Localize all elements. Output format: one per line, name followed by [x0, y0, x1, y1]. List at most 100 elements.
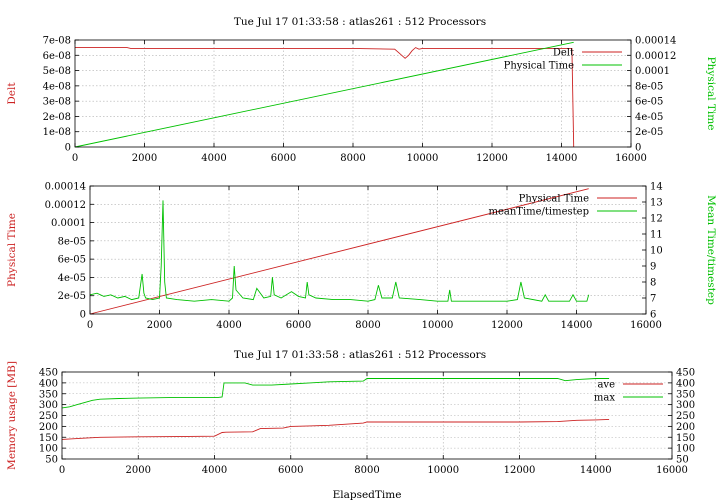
chart-panel-memory-usage: 0 2000 4000 6000 8000 10000 12000 14000 16000501… [6, 349, 695, 501]
y2-tick-label: 9 [650, 262, 656, 273]
x-tick-label: 8000 [355, 320, 380, 331]
x-tick-label: 6000 [271, 153, 296, 164]
x-tick-label: 14000 [580, 465, 612, 476]
y-tick-label: 3e-08 [43, 97, 71, 108]
series-line-max [61, 378, 610, 409]
legend-label: Delt [553, 48, 574, 59]
y-tick-label: 450 [39, 368, 58, 379]
y-tick-label: 7e-08 [43, 36, 71, 47]
series-line-physical-time [74, 41, 574, 148]
y-tick-label: 2e-05 [58, 291, 86, 302]
y-tick-label: 8e-05 [58, 236, 86, 247]
y-tick-label: 5e-08 [43, 66, 71, 77]
chart-title: Tue Jul 17 01:33:58 : atlas261 : 512 Pro… [234, 349, 486, 361]
y-tick-label: 1e-08 [43, 127, 71, 138]
series-line-meantime-timestep [89, 200, 590, 302]
x-tick-label: 0 [72, 153, 78, 164]
y2-tick-label: 8 [650, 278, 656, 289]
y2-tick-label: 150 [676, 433, 695, 444]
legend-label: meanTime/timestep [488, 207, 589, 218]
y-tick-label: 6e-08 [43, 51, 71, 62]
y-tick-label: 4e-05 [58, 273, 86, 284]
x-tick-label: 4000 [216, 320, 241, 331]
x-tick-label: 8000 [354, 465, 379, 476]
x-tick-label: 12000 [504, 465, 536, 476]
legend-label: ave [597, 380, 615, 391]
y2-tick-label: 6 [650, 310, 656, 321]
y2-tick-label: 100 [676, 444, 695, 455]
y-tick-label: 2e-08 [43, 112, 71, 123]
x-axis-label: ElapsedTime [333, 489, 402, 501]
y2-tick-label: 12 [650, 214, 663, 225]
y2-tick-label: 250 [676, 411, 695, 422]
x-tick-label: 12000 [476, 153, 508, 164]
y2-tick-label: 7 [650, 294, 656, 305]
y2-tick-label: 6e-05 [635, 97, 663, 108]
y2-tick-label: 50 [676, 455, 689, 466]
y2-axis-label: Mean Time/timestep [705, 195, 717, 305]
y2-axis-label: Physical Time [705, 57, 717, 131]
chart-title: Tue Jul 17 01:33:58 : atlas261 : 512 Pro… [234, 16, 486, 28]
x-tick-label: 4000 [202, 465, 227, 476]
y-axis-label: Physical Time [6, 213, 18, 287]
y-tick-label: 100 [39, 444, 58, 455]
y2-tick-label: 200 [676, 422, 695, 433]
y-tick-label: 0 [65, 143, 71, 154]
y2-tick-label: 0.00014 [635, 36, 676, 47]
plot-frame [74, 39, 632, 148]
chart-panel-delt-physical-time: 0 2000 4000 6000 8000 10000 12000 14000 1600001e… [6, 16, 717, 164]
x-tick-label: 0 [87, 320, 93, 331]
y-tick-label: 200 [39, 422, 58, 433]
y-axis-label: Memory usage [MB] [6, 361, 18, 470]
x-tick-label: 16000 [615, 153, 647, 164]
series-line-delt [75, 47, 575, 148]
y2-tick-label: 350 [676, 389, 695, 400]
x-tick-label: 10000 [407, 153, 439, 164]
y-tick-label: 4e-08 [43, 81, 71, 92]
x-tick-label: 12000 [491, 320, 523, 331]
y-tick-label: 0.00012 [45, 200, 86, 211]
y-tick-label: 6e-05 [58, 255, 86, 266]
y-tick-label: 400 [39, 378, 58, 389]
series-line-ave [61, 418, 610, 440]
y2-tick-label: 4e-05 [635, 112, 663, 123]
x-tick-label: 6000 [278, 465, 303, 476]
x-tick-label: 2000 [126, 465, 151, 476]
x-tick-label: 8000 [340, 153, 365, 164]
y2-tick-label: 11 [650, 230, 663, 241]
x-tick-label: 10000 [422, 320, 454, 331]
y2-tick-label: 0 [635, 143, 641, 154]
x-tick-label: 4000 [201, 153, 226, 164]
chart-panel-physical-time-mean-time: 0 2000 4000 6000 8000 10000 12000 14000 16000 0 2e… [6, 182, 717, 332]
plot-frame [61, 371, 673, 460]
y-tick-label: 150 [39, 433, 58, 444]
y-tick-label: 250 [39, 411, 58, 422]
x-tick-label: 2000 [147, 320, 172, 331]
x-tick-label: 10000 [427, 465, 459, 476]
x-tick-label: 0 [59, 465, 65, 476]
y2-tick-label: 0.00012 [635, 51, 676, 62]
x-tick-label: 14000 [546, 153, 578, 164]
legend-label: Physical Time [504, 61, 574, 72]
x-tick-label: 14000 [561, 320, 593, 331]
y2-tick-label: 8e-05 [635, 81, 663, 92]
y2-tick-label: 300 [676, 400, 695, 411]
y2-tick-label: 400 [676, 378, 695, 389]
series-line-physical-time [89, 188, 589, 315]
legend-label: max [594, 393, 615, 404]
y2-tick-label: 13 [650, 198, 663, 209]
y-tick-label: 0.00014 [45, 182, 86, 193]
y-axis-label: Delt [6, 82, 18, 105]
y-tick-label: 50 [45, 455, 58, 466]
x-tick-label: 2000 [132, 153, 157, 164]
y-tick-label: 0.0001 [51, 218, 86, 229]
y2-tick-label: 10 [650, 246, 663, 257]
legend-label: Physical Time [519, 194, 589, 205]
y-tick-label: 300 [39, 400, 58, 411]
x-tick-label: 16000 [630, 320, 662, 331]
y2-tick-label: 2e-05 [635, 127, 663, 138]
x-tick-label: 16000 [656, 465, 688, 476]
plot-frame [89, 185, 647, 315]
x-tick-label: 6000 [286, 320, 311, 331]
